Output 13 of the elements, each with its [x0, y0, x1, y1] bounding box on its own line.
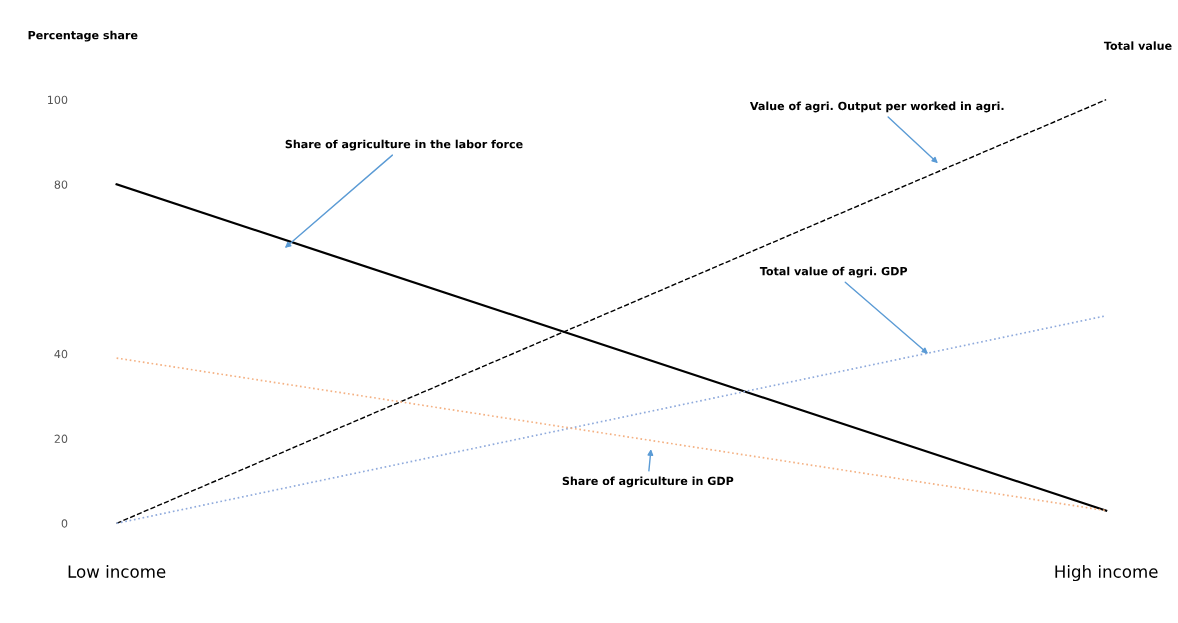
text: Value of agri. Output per worked in agri.: [749, 101, 1004, 113]
y-tick-label: 80: [54, 180, 68, 189]
y-tick-label: 20: [54, 434, 68, 443]
text: Total value of agri. GDP: [759, 266, 908, 278]
y-tick-label: 0: [61, 519, 68, 528]
y-tick-label: 100: [48, 95, 68, 105]
y2-axis-title: Total value: [1103, 41, 1172, 50]
text: Share of agriculture in GDP: [562, 476, 734, 488]
text: Share of agriculture in the labor force: [285, 139, 523, 151]
x-tick-label: Low income: [68, 564, 166, 578]
x-tick-label: High income: [1055, 564, 1158, 582]
y-tick-label: 40: [54, 349, 68, 359]
y-axis-title: Percentage share: [28, 30, 138, 42]
